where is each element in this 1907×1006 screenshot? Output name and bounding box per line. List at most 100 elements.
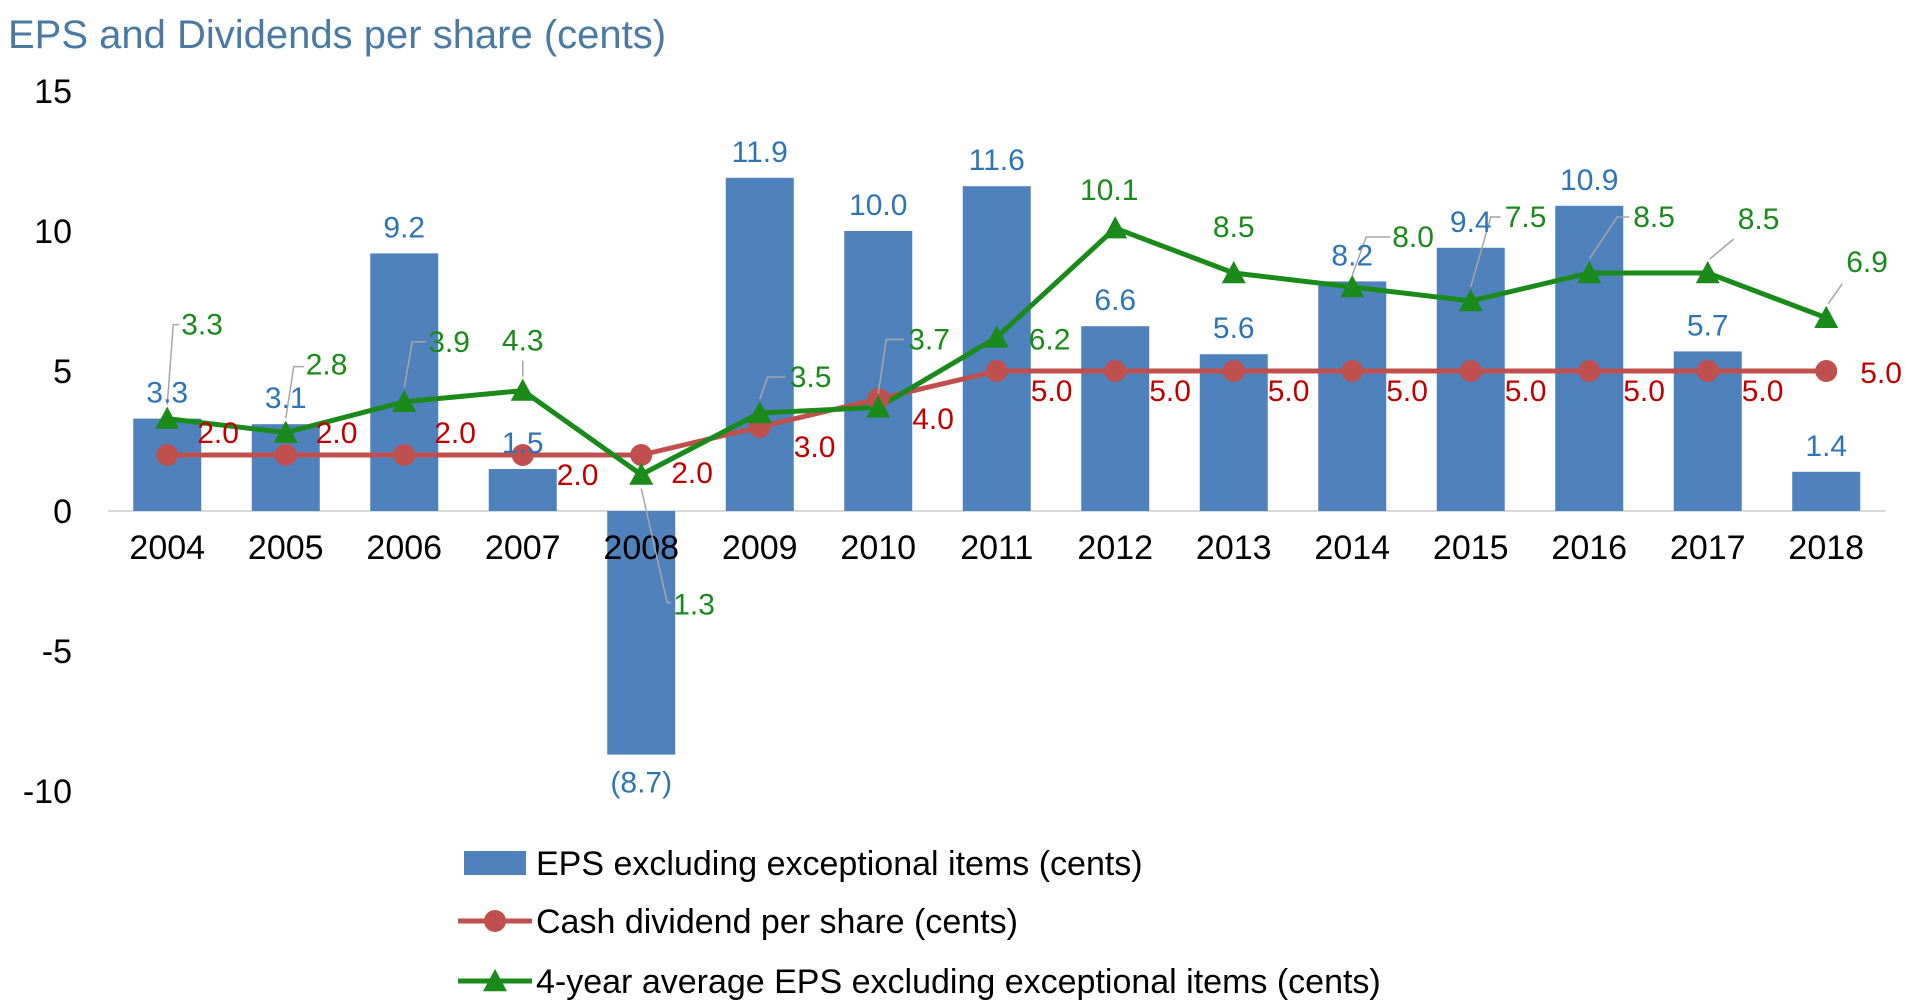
avg-eps-label: 10.1 [1080, 174, 1138, 207]
avg-eps-marker [155, 406, 180, 429]
legend-label: Cash dividend per share (cents) [536, 903, 1018, 941]
dividend-marker [511, 444, 534, 466]
x-tick-label: 2015 [1433, 529, 1509, 567]
leader-line [1827, 283, 1843, 305]
eps-bar-label: 5.6 [1213, 312, 1255, 345]
dividend-marker [274, 444, 297, 466]
x-tick-label: 2006 [366, 529, 442, 567]
x-tick-label: 2004 [129, 529, 205, 567]
eps-bar [725, 177, 794, 512]
avg-eps-label: 2.8 [306, 349, 348, 382]
legend-dividend-marker [484, 910, 506, 932]
dividend-marker [156, 444, 179, 466]
dividend-marker [1815, 360, 1838, 382]
eps-bar-label: 10.0 [849, 189, 907, 222]
y-tick-label: -10 [23, 773, 72, 811]
dividend-marker [1222, 360, 1245, 382]
avg-eps-marker [510, 378, 535, 401]
avg-eps-marker [629, 462, 654, 485]
eps-bar-label: 11.6 [969, 144, 1025, 177]
avg-eps-label: 8.5 [1633, 201, 1675, 234]
leader-line [877, 338, 905, 394]
dividend-marker [1104, 360, 1127, 382]
avg-eps-marker [1695, 261, 1720, 284]
eps-bar-label: 9.2 [383, 211, 425, 244]
leader-line [1709, 238, 1735, 260]
dividend-label: 5.0 [1742, 375, 1784, 408]
avg-eps-label: 4.3 [502, 325, 544, 358]
avg-eps-label: 8.5 [1738, 203, 1780, 236]
dividend-label: 2.0 [557, 459, 599, 492]
avg-eps-label: 1.3 [673, 589, 715, 622]
dividend-label: 2.0 [434, 417, 476, 450]
eps-bar [1555, 205, 1624, 512]
dividend-label: 5.0 [1860, 357, 1902, 390]
leader-line [1588, 216, 1630, 260]
x-tick-label: 2008 [603, 529, 679, 567]
dividend-label: 5.0 [1386, 375, 1428, 408]
dividend-marker [1341, 360, 1364, 382]
eps-bar [607, 511, 676, 755]
leader-line [403, 341, 427, 388]
eps-bar [844, 231, 913, 511]
leader-line [640, 488, 672, 604]
y-tick-label: 10 [34, 213, 72, 251]
avg-eps-marker [273, 420, 298, 443]
dividend-marker [630, 444, 653, 466]
x-tick-label: 2007 [485, 529, 561, 567]
dividend-marker [1459, 360, 1482, 382]
leader-line [285, 365, 304, 419]
dividend-label: 3.0 [794, 431, 836, 464]
avg-eps-label: 3.5 [790, 361, 832, 394]
y-tick-label: 0 [53, 493, 72, 531]
y-axis: 15 10 5 0 -5 -10 [23, 73, 72, 811]
x-tick-label: 2014 [1314, 529, 1390, 567]
avg-eps-marker [1221, 261, 1246, 284]
eps-bar-label: 3.3 [146, 377, 188, 410]
eps-bar-label: 3.1 [265, 382, 307, 415]
eps-bar-label: 6.6 [1094, 284, 1136, 317]
dividend-marker [1696, 360, 1719, 382]
x-axis: 2004 2005 2006 2007 2008 2009 2010 2011 2012 2013… [129, 529, 1864, 567]
dividend-label: 2.0 [197, 417, 239, 450]
dividend-label: 4.0 [912, 403, 954, 436]
data-labels: 3.3 3.1 9.2 1.5 (8.7) 11.9 10.0 11.6 6.6 5.6 8.2 9.… [146, 136, 1902, 800]
x-tick-label: 2013 [1196, 529, 1272, 567]
x-tick-label: 2018 [1788, 529, 1864, 567]
x-tick-label: 2009 [722, 529, 798, 567]
bars [133, 177, 1861, 755]
eps-bar-label: 9.4 [1450, 206, 1492, 239]
avg-eps-label: 8.5 [1213, 211, 1255, 244]
eps-bar [370, 253, 439, 511]
x-tick-label: 2010 [840, 529, 916, 567]
eps-bar-label: 5.7 [1687, 309, 1729, 342]
avg-eps-marker [1458, 289, 1483, 312]
leader-line [1351, 236, 1391, 276]
x-tick-label: 2005 [248, 529, 324, 567]
eps-bar-label: 10.9 [1560, 164, 1618, 197]
leader-line [759, 376, 786, 400]
dividend-label: 5.0 [1623, 375, 1665, 408]
legend-avg-marker [483, 969, 507, 992]
legend: EPS excluding exceptional items (cents) C… [458, 845, 1381, 1001]
avg-eps-label: 3.3 [181, 309, 223, 342]
eps-bar-label: 1.5 [502, 427, 544, 460]
dividend-label: 5.0 [1505, 375, 1547, 408]
leader-line [166, 323, 180, 405]
avg-eps-marker [747, 401, 772, 424]
y-tick-label: 5 [53, 353, 72, 391]
eps-bar-label: 8.2 [1331, 239, 1373, 272]
avg-eps-label: 3.9 [428, 326, 470, 359]
dividend-marker [985, 360, 1008, 382]
eps-bar [1792, 471, 1861, 511]
dividend-label: 2.0 [316, 417, 358, 450]
eps-bar [1081, 326, 1150, 511]
avg-eps-marker [392, 389, 417, 412]
y-tick-label: 15 [34, 73, 72, 111]
y-tick-label: -5 [42, 633, 72, 671]
legend-label: EPS excluding exceptional items (cents) [536, 845, 1143, 883]
series-markers [155, 216, 1839, 485]
legend-eps-swatch [464, 851, 526, 875]
dividend-label: 5.0 [1149, 375, 1191, 408]
